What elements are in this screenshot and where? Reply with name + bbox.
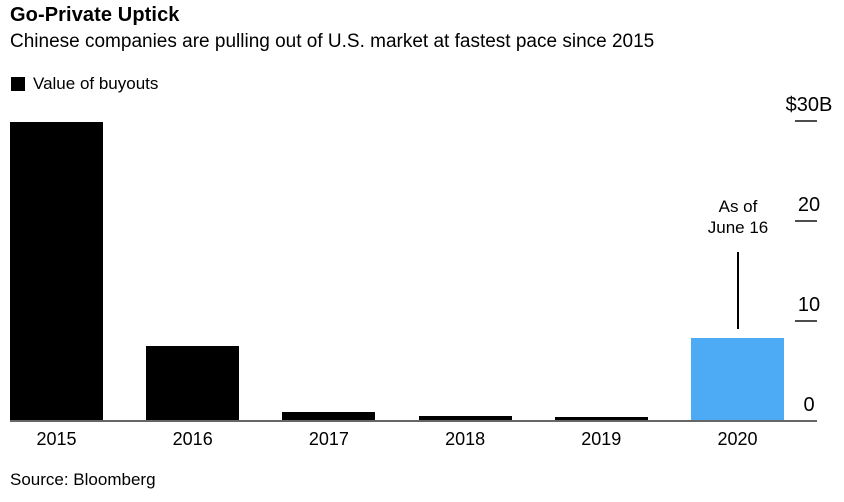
bar-2017 xyxy=(282,412,376,421)
bar-2019 xyxy=(554,417,648,421)
annotation-text-line2: June 16 xyxy=(707,218,769,237)
legend-swatch-icon xyxy=(11,77,25,91)
y-axis-tick-label-20: 20 xyxy=(797,193,821,216)
bar-2016 xyxy=(146,346,240,421)
y-axis-tick-mark-30 xyxy=(795,119,817,122)
x-axis-label-2015: 2015 xyxy=(36,429,77,449)
y-axis-tick-label-30: $30B xyxy=(785,93,833,116)
chart-title: Go-Private Uptick xyxy=(10,4,180,26)
x-axis-label-2017: 2017 xyxy=(308,429,349,449)
x-axis-label-2019: 2019 xyxy=(581,429,622,449)
legend: Value of buyouts xyxy=(11,74,158,94)
y-axis-tick-label-0: 0 xyxy=(803,394,815,416)
y-axis-tick-mark-20 xyxy=(795,219,817,222)
x-axis-label-2016: 2016 xyxy=(172,429,213,449)
annotation-callout-line xyxy=(737,252,739,329)
chart-subtitle: Chinese companies are pulling out of U.S… xyxy=(10,31,655,52)
annotation-text-line1: As of xyxy=(718,197,758,216)
bar-2018 xyxy=(418,416,512,421)
x-axis-line xyxy=(10,420,817,422)
bar-2020 xyxy=(691,338,784,421)
y-axis-tick-mark-10 xyxy=(795,319,817,322)
y-axis-tick-label-10: 10 xyxy=(797,293,821,316)
x-axis-label-2018: 2018 xyxy=(445,429,486,449)
source-note: Source: Bloomberg xyxy=(10,470,156,489)
legend-label: Value of buyouts xyxy=(33,74,159,93)
annotation-text: As of June 16 xyxy=(708,196,769,238)
bar-2015 xyxy=(10,122,103,421)
x-axis-label-2020: 2020 xyxy=(717,429,758,449)
